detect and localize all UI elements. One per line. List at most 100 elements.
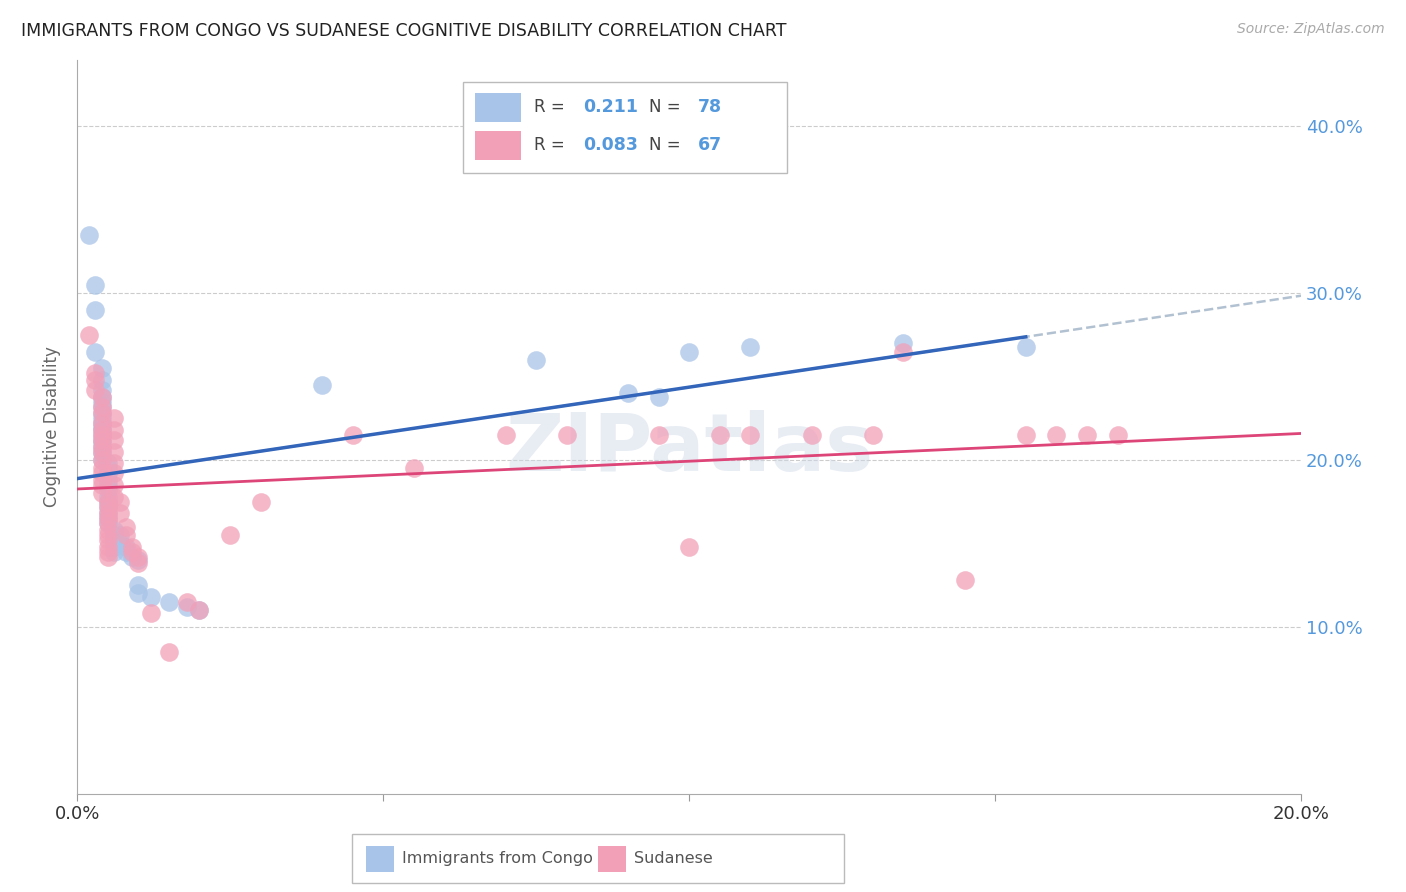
- Point: [97, 456, 120, 470]
- Point: [139, 590, 162, 604]
- Point: [103, 411, 125, 425]
- FancyBboxPatch shape: [475, 131, 522, 161]
- FancyBboxPatch shape: [463, 82, 787, 173]
- Text: N =: N =: [648, 98, 686, 116]
- Text: Sudanese: Sudanese: [634, 852, 713, 866]
- Point: [524, 352, 547, 367]
- Point: [97, 500, 120, 514]
- Point: [97, 545, 120, 559]
- Point: [90, 400, 112, 414]
- Point: [139, 607, 162, 621]
- Point: [90, 406, 112, 420]
- Point: [90, 428, 112, 442]
- Point: [188, 603, 211, 617]
- Point: [1015, 428, 1038, 442]
- Point: [84, 344, 107, 359]
- Point: [90, 373, 112, 387]
- Text: 78: 78: [697, 98, 721, 116]
- Text: Source: ZipAtlas.com: Source: ZipAtlas.com: [1237, 22, 1385, 37]
- Point: [90, 390, 112, 404]
- Point: [121, 549, 143, 564]
- Point: [84, 277, 107, 292]
- Point: [79, 227, 101, 242]
- Point: [97, 461, 120, 475]
- Point: [97, 467, 120, 481]
- Point: [127, 553, 149, 567]
- Point: [953, 573, 976, 587]
- Point: [219, 528, 242, 542]
- Text: N =: N =: [648, 136, 686, 154]
- Point: [678, 540, 700, 554]
- Point: [103, 456, 125, 470]
- Point: [108, 528, 131, 542]
- Point: [127, 578, 149, 592]
- Point: [97, 516, 120, 531]
- Point: [740, 428, 762, 442]
- Point: [103, 523, 125, 537]
- Point: [103, 528, 125, 542]
- Point: [90, 453, 112, 467]
- Point: [1045, 428, 1067, 442]
- Point: [103, 467, 125, 481]
- Point: [127, 557, 149, 571]
- Point: [495, 428, 517, 442]
- Point: [121, 545, 143, 559]
- Point: [97, 533, 120, 547]
- Point: [90, 440, 112, 454]
- Point: [90, 478, 112, 492]
- Point: [709, 428, 731, 442]
- Point: [90, 442, 112, 456]
- Text: IMMIGRANTS FROM CONGO VS SUDANESE COGNITIVE DISABILITY CORRELATION CHART: IMMIGRANTS FROM CONGO VS SUDANESE COGNIT…: [21, 22, 786, 40]
- Point: [90, 453, 112, 467]
- Point: [97, 507, 120, 521]
- Point: [176, 595, 198, 609]
- Point: [617, 386, 640, 401]
- Point: [108, 494, 131, 508]
- Point: [108, 536, 131, 550]
- Point: [90, 361, 112, 376]
- Point: [90, 417, 112, 431]
- Point: [103, 423, 125, 437]
- Point: [97, 528, 120, 542]
- Point: [84, 383, 107, 397]
- Text: 0.211: 0.211: [582, 98, 638, 116]
- Point: [90, 394, 112, 409]
- Point: [90, 423, 112, 437]
- Point: [90, 383, 112, 397]
- Point: [188, 603, 211, 617]
- Point: [800, 428, 823, 442]
- Text: ZIPatlas: ZIPatlas: [505, 409, 873, 488]
- Point: [90, 433, 112, 447]
- Point: [97, 511, 120, 525]
- Point: [90, 400, 112, 414]
- Point: [555, 428, 578, 442]
- Point: [84, 366, 107, 380]
- Point: [97, 494, 120, 508]
- Point: [176, 599, 198, 614]
- Point: [97, 540, 120, 554]
- Point: [90, 467, 112, 481]
- Point: [115, 545, 138, 559]
- Point: [97, 483, 120, 497]
- Point: [84, 373, 107, 387]
- Point: [1107, 428, 1129, 442]
- Point: [103, 478, 125, 492]
- Point: [90, 419, 112, 434]
- Point: [97, 478, 120, 492]
- Point: [678, 344, 700, 359]
- Text: 0.083: 0.083: [582, 136, 637, 154]
- Point: [97, 490, 120, 504]
- Point: [862, 428, 884, 442]
- Point: [103, 433, 125, 447]
- Point: [90, 428, 112, 442]
- Text: 67: 67: [697, 136, 721, 154]
- Point: [342, 428, 364, 442]
- Point: [103, 545, 125, 559]
- Text: R =: R =: [534, 136, 569, 154]
- Point: [97, 494, 120, 508]
- Point: [90, 406, 112, 420]
- Point: [127, 549, 149, 564]
- Point: [90, 433, 112, 447]
- Text: R =: R =: [534, 98, 569, 116]
- Y-axis label: Cognitive Disability: Cognitive Disability: [44, 346, 60, 507]
